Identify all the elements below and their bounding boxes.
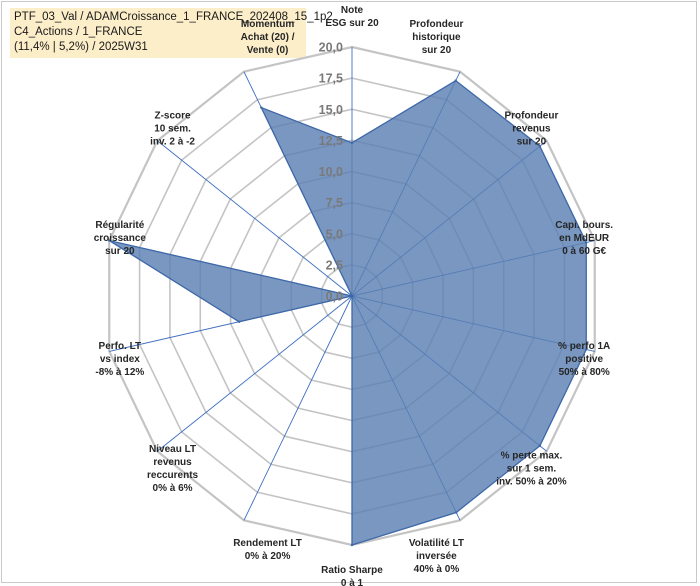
axis-label: historique — [412, 32, 461, 43]
axis-label: Momentum — [241, 19, 294, 30]
axis-label: sur 1 sem. — [507, 464, 557, 475]
axis-label: en MdEUR — [559, 233, 610, 244]
tick-label: 0,0 — [326, 290, 343, 304]
axis-label-group: % perfo 1A positive 50% à 80% — [558, 341, 610, 378]
axis-label: 50% à 80% — [559, 367, 610, 378]
chart-title-box: PTF_03_Val / ADAMCroissance_1_FRANCE_202… — [10, 8, 333, 58]
axis-label-group: Profondeur historique sur 20 — [410, 19, 464, 56]
data-point — [538, 144, 542, 148]
axis-label: Profondeur — [410, 19, 464, 30]
axis-label: sur 20 — [105, 246, 135, 257]
axis-label-group: Profondeur revenus sur 20 — [504, 110, 558, 147]
axis-label: 0 à 60 G€ — [562, 246, 606, 257]
axis-label-group: % perte max. sur 1 sem. inv. 50% à 20% — [496, 451, 567, 488]
tick-label: 17,5 — [319, 72, 343, 86]
data-point — [585, 348, 588, 351]
tick-label: 10,0 — [319, 165, 343, 179]
axis-label: revenus — [512, 123, 551, 134]
axis-label: reccurents — [147, 470, 199, 481]
spoke-line — [243, 295, 353, 521]
axis-label: Rendement LT — [233, 538, 302, 549]
data-point — [585, 241, 588, 244]
axis-label: sur 20 — [422, 45, 452, 56]
axis-label: revenus — [153, 457, 192, 468]
axis-label: 10 sem. — [154, 123, 191, 134]
axis-label: Ratio Sharpe — [321, 565, 383, 576]
axis-label: inv. 2 à -2 — [150, 136, 195, 147]
axis-label: Niveau LT — [149, 444, 196, 455]
axis-label: 0% à 20% — [245, 551, 291, 562]
data-point — [108, 239, 111, 242]
data-point — [237, 320, 241, 323]
axis-label: croissance — [94, 233, 147, 244]
title-line-1: PTF_03_Val / ADAMCroissance_1_FRANCE_202… — [14, 11, 333, 23]
axis-label: inv. 50% à 20% — [496, 477, 567, 488]
axis-label: % perte max. — [501, 451, 563, 462]
axis-label: inversée — [416, 551, 457, 562]
axis-label: ESG sur 20 — [325, 18, 379, 29]
tick-label: 2,5 — [326, 258, 343, 272]
axis-label: Profondeur — [504, 110, 558, 121]
axis-label: Volatilité LT — [409, 538, 464, 549]
axis-label: vs index — [100, 354, 140, 365]
title-line-2: C4_Actions / 1_FRANCE — [14, 26, 143, 38]
axis-label: Perfo. LT — [99, 341, 142, 352]
tick-label: 20,0 — [319, 41, 343, 55]
axis-label: Vente (0) — [247, 45, 289, 56]
axis-labels: Note ESG sur 20 Profondeur historique sur 20… — [94, 5, 614, 586]
spoke-line — [157, 295, 353, 452]
axis-label: Achat (20) / — [241, 32, 295, 43]
data-point — [260, 106, 263, 109]
spoke-line — [157, 140, 353, 297]
axis-label-group: Z-score 10 sem. inv. 2 à -2 — [150, 110, 195, 147]
axis-label: 40% à 0% — [414, 564, 460, 575]
axis-label: Capi. bours. — [555, 220, 613, 231]
data-point — [538, 444, 542, 448]
title-line-3: (11,4% | 5,2%) / 2025W31 — [14, 41, 148, 53]
axis-label-group: Ratio Sharpe 0 à 1 — [321, 565, 383, 586]
data-point — [455, 511, 458, 514]
data-point — [350, 141, 354, 145]
data-point — [350, 294, 354, 298]
axis-label-group: Volatilité LT inversée 40% à 0% — [409, 538, 464, 575]
data-point — [350, 543, 354, 547]
axis-label: Régularité — [95, 220, 144, 231]
tick-label: 5,0 — [326, 227, 343, 241]
axis-label-group: Note ESG sur 20 — [325, 5, 379, 29]
tick-label: 15,0 — [319, 103, 343, 117]
axis-label: Note — [341, 5, 364, 16]
axis-label-group: Capi. bours. en MdEUR 0 à 60 G€ — [555, 220, 613, 257]
axis-label: % perfo 1A — [558, 341, 610, 352]
series-area — [108, 79, 587, 546]
axis-label: Z-score — [154, 110, 191, 121]
series — [108, 79, 588, 547]
data-point — [454, 79, 457, 82]
axis-label-group: Niveau LT revenus reccurents 0% à 6% — [147, 444, 199, 494]
axis-label: -8% à 12% — [95, 367, 144, 378]
axis-label: 0% à 6% — [153, 483, 193, 494]
axis-label-group: Régularité croissance sur 20 — [94, 220, 147, 257]
axis-label: 0 à 1 — [341, 578, 364, 586]
axis-label-group: Rendement LT 0% à 20% — [233, 538, 302, 562]
tick-labels: 0,0 2,5 5,0 7,5 10,0 12,5 15,0 17,5 20,0 — [319, 41, 343, 304]
tick-label: 12,5 — [319, 134, 343, 148]
axis-label-group: Perfo. LT vs index -8% à 12% — [95, 341, 144, 378]
axis-label: sur 20 — [517, 136, 547, 147]
axis-label: positive — [565, 354, 603, 365]
tick-label: 7,5 — [326, 196, 343, 210]
axis-label-group: Momentum Achat (20) / Vente (0) — [241, 19, 295, 56]
